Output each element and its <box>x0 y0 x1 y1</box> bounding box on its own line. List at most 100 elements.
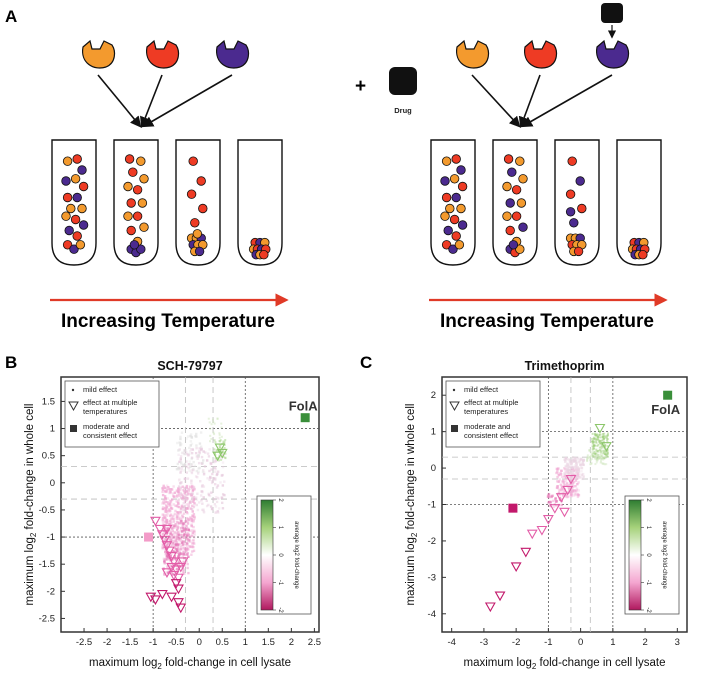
data-point <box>202 511 206 514</box>
data-point <box>575 464 579 467</box>
protein-dot <box>61 211 71 221</box>
data-point <box>575 470 579 474</box>
data-point <box>173 524 176 527</box>
data-point <box>169 491 172 494</box>
data-point <box>182 551 185 555</box>
data-point <box>556 480 559 483</box>
data-point <box>184 477 187 480</box>
data-point <box>595 461 598 464</box>
multi-temperature-point <box>175 603 187 614</box>
data-point <box>601 439 604 442</box>
data-point <box>185 553 189 556</box>
y-tick-label: -4 <box>428 609 436 620</box>
data-point <box>582 475 585 478</box>
data-point <box>183 486 187 490</box>
data-point <box>604 450 607 453</box>
data-point <box>182 495 185 499</box>
chart-title: SCH-79797 <box>157 359 222 373</box>
data-point <box>190 468 194 472</box>
data-point <box>572 490 575 493</box>
data-point <box>602 458 605 461</box>
data-point <box>180 465 184 469</box>
data-point <box>184 540 187 544</box>
data-point <box>595 441 598 444</box>
data-point <box>568 482 572 486</box>
data-point <box>187 518 191 522</box>
protein-dot <box>198 203 208 214</box>
data-point <box>211 472 214 476</box>
data-point <box>166 489 169 492</box>
data-point <box>169 509 172 513</box>
data-point <box>606 437 609 440</box>
x-axis-label-pre: maximum log <box>89 657 157 669</box>
drug-icon <box>389 67 417 95</box>
data-point <box>181 543 185 546</box>
x-tick-label: -3 <box>480 637 488 648</box>
x-axis-label-pre: maximum log <box>464 657 532 669</box>
legend-moderate-marker <box>451 425 458 432</box>
drug-bound-icon <box>601 3 623 23</box>
data-point <box>579 475 582 479</box>
data-point <box>161 521 165 524</box>
data-point <box>176 543 180 546</box>
data-point <box>216 496 219 500</box>
data-point <box>212 477 216 480</box>
data-point <box>577 470 581 473</box>
data-point <box>209 461 212 465</box>
data-point <box>595 438 598 441</box>
data-point <box>170 572 173 575</box>
data-point <box>600 445 603 448</box>
data-point <box>179 530 182 533</box>
protein-dot <box>77 165 87 175</box>
data-point <box>220 457 223 460</box>
data-point <box>215 500 219 504</box>
data-point <box>175 537 179 541</box>
data-point <box>599 436 602 439</box>
data-point <box>221 484 225 487</box>
data-point <box>193 533 196 536</box>
protein-dot <box>196 176 206 186</box>
data-point <box>181 505 184 508</box>
moderate-point <box>144 532 154 542</box>
x-tick-label: 2.5 <box>308 637 321 648</box>
data-point <box>183 462 187 466</box>
data-point <box>600 439 603 442</box>
data-point <box>166 512 169 515</box>
data-point <box>174 538 177 541</box>
data-point <box>182 526 185 530</box>
multi-temperature-point <box>159 535 171 546</box>
data-point <box>586 454 589 457</box>
arrow <box>140 74 163 129</box>
data-point <box>190 463 194 466</box>
protein-dot <box>565 189 576 199</box>
data-point <box>213 433 216 436</box>
no-drug-condition: Increasing Temperature <box>50 39 289 332</box>
data-point <box>166 497 169 500</box>
data-point <box>173 531 176 534</box>
data-point <box>571 485 575 488</box>
data-point <box>561 487 564 490</box>
data-point <box>186 522 190 525</box>
data-point <box>177 500 180 503</box>
data-point <box>216 484 220 487</box>
data-point <box>598 441 601 444</box>
data-point <box>576 456 580 459</box>
data-point <box>606 450 609 453</box>
data-point <box>171 527 174 530</box>
data-point <box>181 524 185 527</box>
data-point <box>564 468 567 471</box>
data-point <box>568 470 571 473</box>
data-point <box>178 481 182 485</box>
data-point <box>580 466 583 469</box>
data-point <box>574 492 577 495</box>
data-point <box>190 457 193 461</box>
data-point <box>214 460 217 463</box>
data-point <box>162 513 166 517</box>
data-point <box>604 445 607 448</box>
protein-dot <box>448 244 458 254</box>
data-point <box>177 538 180 541</box>
data-point <box>168 499 172 502</box>
data-point <box>185 465 189 469</box>
data-point <box>191 529 194 532</box>
data-point <box>185 497 189 501</box>
